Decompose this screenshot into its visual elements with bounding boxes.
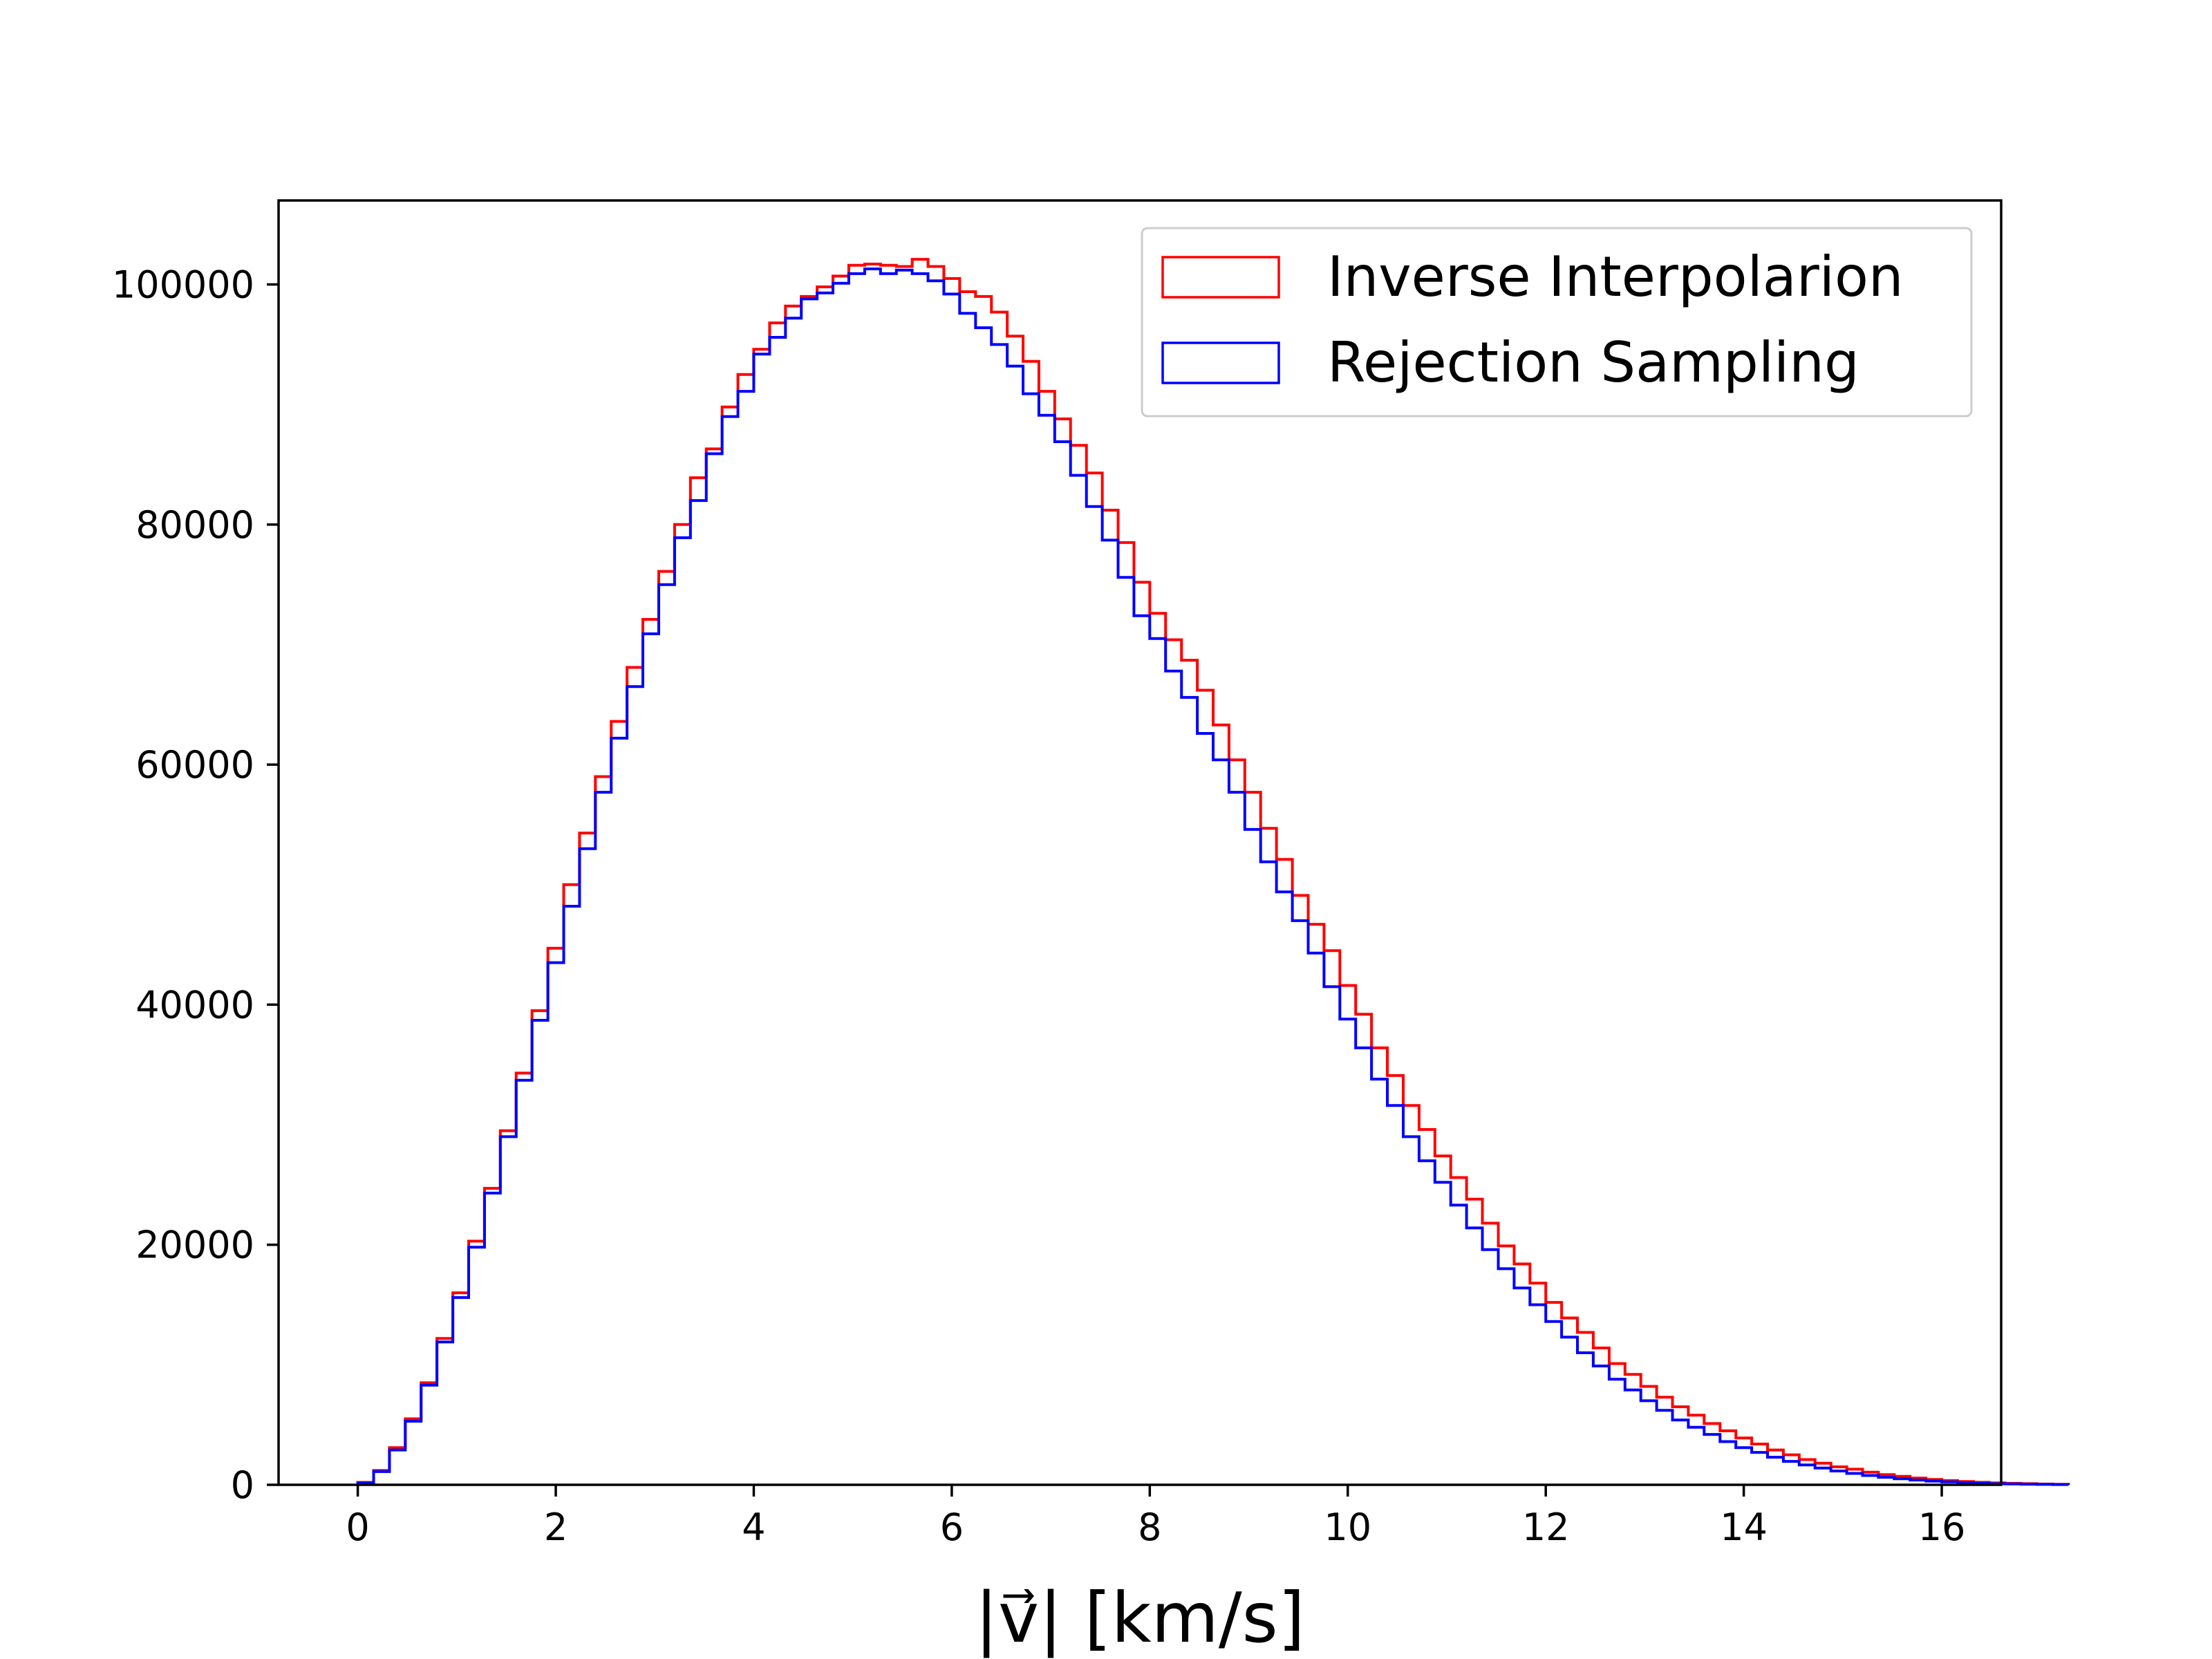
y-tick-label: 60000 [135, 743, 254, 787]
x-tick-label: 10 [1324, 1506, 1371, 1549]
legend-swatch [1161, 256, 1280, 299]
legend-box [1141, 227, 1973, 418]
y-tick-label: 20000 [135, 1224, 254, 1267]
x-tick-label: 8 [1138, 1506, 1161, 1549]
series-layer [356, 258, 2070, 1486]
plot-frame [277, 199, 2003, 1486]
ticks-layer: 0 2 4 6 8 10 12 14 16 0 20000 40000 60000 80000 100000 [112, 263, 1966, 1549]
x-tick-label: 0 [346, 1506, 369, 1549]
y-tick-label: 80000 [135, 503, 254, 547]
y-tick-label: 40000 [135, 983, 254, 1027]
legend-label: Inverse Interpolarion [1327, 245, 1904, 309]
y-tick-label: 100000 [112, 263, 254, 307]
x-tick-label: 4 [742, 1506, 765, 1549]
series-2-histogram [356, 268, 2070, 1486]
x-tick-label: 6 [940, 1506, 964, 1549]
y-tick-label: 0 [231, 1463, 254, 1507]
x-tick-label: 14 [1720, 1506, 1768, 1549]
x-tick-label: 2 [544, 1506, 568, 1549]
x-axis-label: |v⃗| [km/s] [975, 1577, 1305, 1658]
legend: Inverse Interpolarion Rejection Sampling [1141, 227, 1973, 418]
x-tick-label: 12 [1522, 1506, 1570, 1549]
x-tick-label: 16 [1918, 1506, 1966, 1549]
legend-swatch [1161, 341, 1280, 384]
legend-label: Rejection Sampling [1327, 330, 1859, 395]
